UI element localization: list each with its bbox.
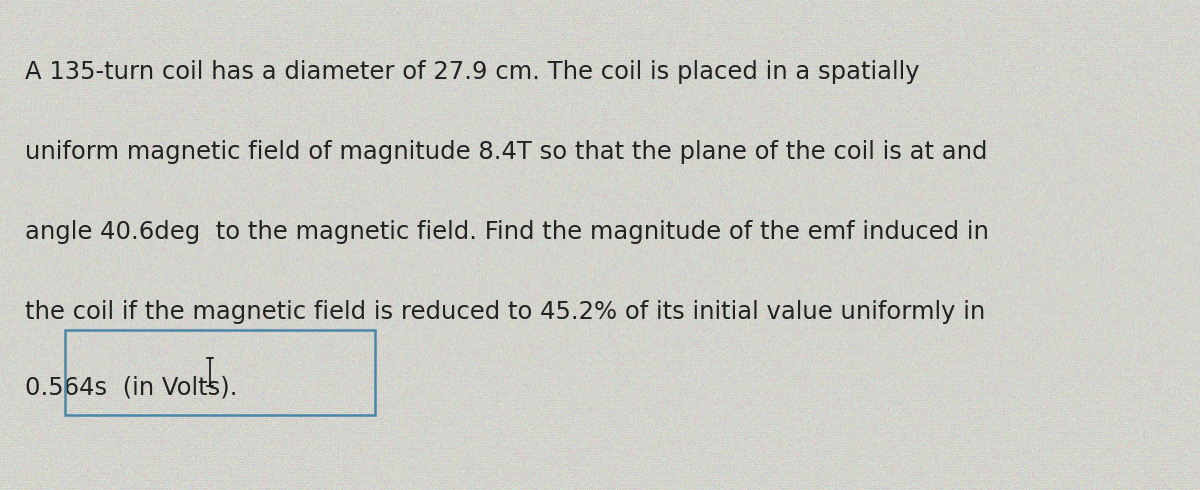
Text: angle 40.6deg  to the magnetic field. Find the magnitude of the emf induced in: angle 40.6deg to the magnetic field. Fin… [25,220,989,244]
Text: the coil if the magnetic field is reduced to 45.2% of its initial value uniforml: the coil if the magnetic field is reduce… [25,300,985,324]
Text: 0.564s  (in Volts).: 0.564s (in Volts). [25,375,238,399]
Text: A 135-turn coil has a diameter of 27.9 cm. The coil is placed in a spatially: A 135-turn coil has a diameter of 27.9 c… [25,60,919,84]
Text: uniform magnetic field of magnitude 8.4T so that the plane of the coil is at and: uniform magnetic field of magnitude 8.4T… [25,140,988,164]
